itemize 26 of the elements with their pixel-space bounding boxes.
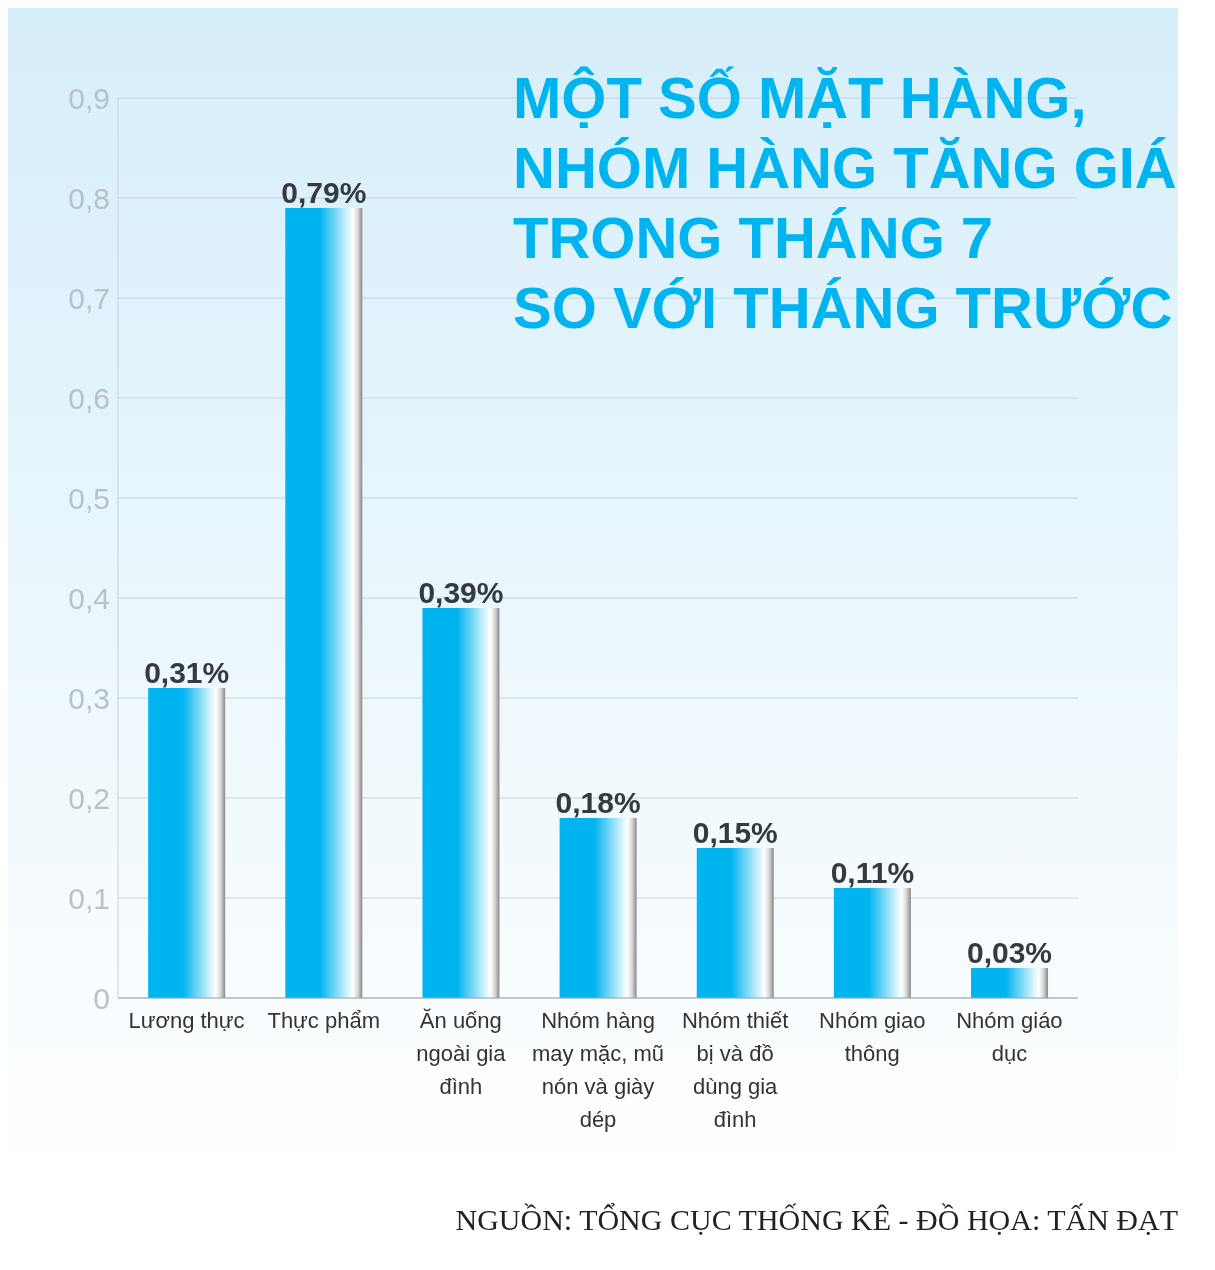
bar: [696, 848, 774, 998]
data-label: 0,03%: [966, 936, 1053, 969]
data-label: 0,79%: [281, 176, 367, 209]
bar: [285, 208, 363, 998]
data-label: 0,18%: [555, 786, 641, 819]
y-tick-label: 0,1: [68, 881, 110, 915]
y-tick-label: 0: [93, 981, 110, 1015]
y-tick-label: 0,2: [68, 781, 110, 815]
text: NGUỒN: TỔNG CỤC THỐNG KÊ - ĐỒ HỌA: TẤN ĐẠT: [454, 1203, 1178, 1237]
x-tick-label: Nhóm hàng may mặc, mũ nón và giày dép: [531, 1008, 665, 1132]
data-label: 0,11%: [830, 856, 915, 889]
text: MỘT SỐ MẶT HÀNG, NHÓM HÀNG TĂNG GIÁ TRONG THÁNG 7 SO VỚI THÁNG TRƯỚC: [513, 64, 1177, 342]
x-tick-label: Ăn uống ngoài gia đình: [416, 1008, 507, 1099]
data-label: 0,39%: [418, 576, 504, 609]
bar: [559, 818, 637, 998]
x-tick-label: Nhóm giáo dục: [956, 1008, 1063, 1066]
data-label: 0,15%: [692, 816, 778, 849]
bar: [971, 968, 1049, 998]
x-tick-label: Thực phẩm: [267, 1008, 380, 1033]
x-tick-label: Lương thực: [128, 1008, 245, 1033]
x-tick-label: Nhóm thiết bị và đồ dùng gia đình: [681, 1008, 789, 1132]
bar: [833, 888, 911, 998]
x-tick-label: Nhóm giao thông: [819, 1008, 926, 1066]
bar: [422, 608, 500, 998]
bar: [148, 688, 226, 998]
data-label: 0,31%: [144, 656, 230, 689]
